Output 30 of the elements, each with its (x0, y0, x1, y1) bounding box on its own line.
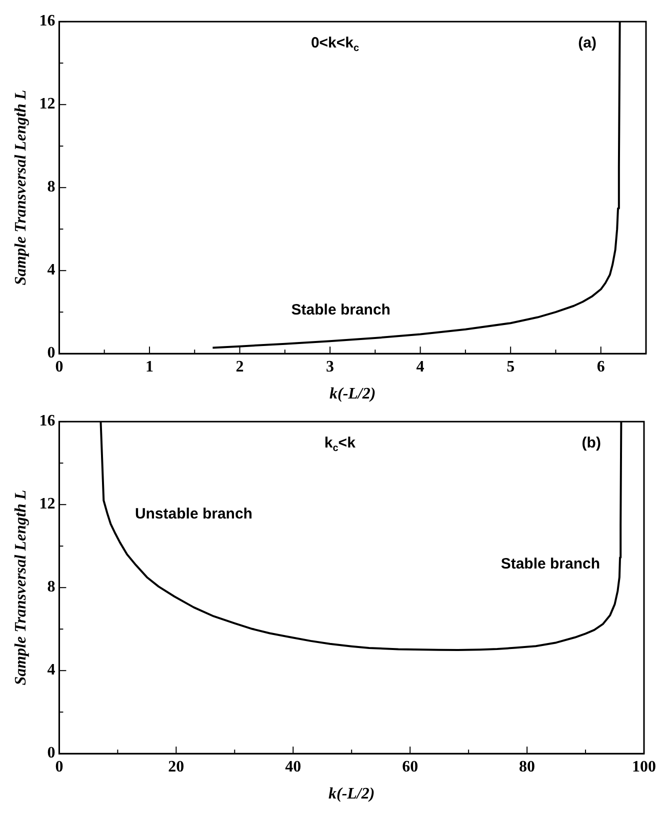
x-tick-label: 2 (236, 358, 244, 376)
y-tick-label: 8 (47, 578, 56, 596)
y-axis-title: Sample Transversal Length L (12, 90, 30, 286)
x-axis-title: k(-L/2) (328, 786, 375, 803)
x-tick-label: 40 (285, 758, 302, 776)
y-tick-label: 0 (47, 744, 56, 762)
annotation: Unstable branch (134, 506, 252, 523)
x-tick-label: 1 (145, 358, 154, 376)
annotation: Stable branch (500, 556, 600, 572)
x-tick-label: 80 (519, 758, 536, 776)
y-tick-label: 4 (47, 262, 56, 279)
x-tick-label: 20 (168, 758, 184, 776)
annotation: (b) (582, 434, 601, 452)
y-axis-title: Sample Transversal Length L (12, 490, 30, 686)
x-tick-label: 4 (416, 358, 424, 376)
y-tick-label: 16 (39, 12, 56, 30)
y-tick-label: 4 (47, 662, 56, 679)
y-tick-label: 16 (39, 412, 56, 430)
annotation: (a) (578, 34, 596, 52)
x-tick-label: 3 (326, 358, 334, 376)
x-tick-label: 60 (402, 758, 418, 776)
y-tick-label: 8 (47, 178, 56, 196)
x-tick-label: 5 (506, 358, 515, 376)
x-tick-label: 6 (596, 358, 605, 376)
x-axis-title: k(-L/2) (330, 386, 376, 403)
y-tick-label: 12 (39, 496, 56, 513)
y-tick-label: 12 (39, 96, 56, 113)
annotation: Stable branch (291, 302, 390, 319)
y-tick-label: 0 (47, 344, 56, 362)
x-tick-label: 100 (632, 758, 656, 776)
